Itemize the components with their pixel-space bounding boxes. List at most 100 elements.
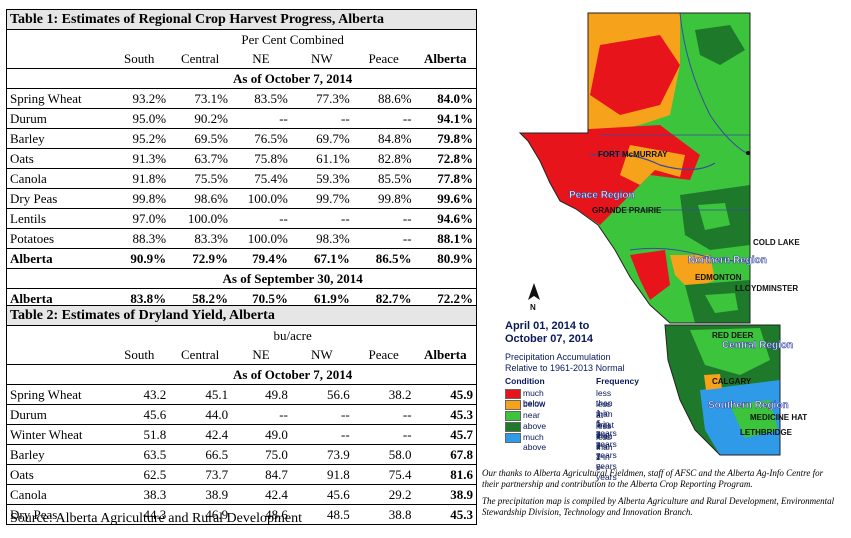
table-cell: 90.2%: [169, 108, 231, 129]
table-row: Durum 95.0% 90.2% -- -- -- 94.1%: [6, 108, 477, 129]
city-label: LETHBRIDGE: [740, 428, 793, 437]
period-header: As of October 7, 2014: [109, 68, 477, 89]
table-cell: 56.6: [326, 386, 350, 402]
table-cell: --: [290, 404, 353, 425]
row-label: Canola: [6, 484, 110, 505]
table-cell: 61.1%: [290, 148, 353, 169]
table-cell: --: [290, 208, 353, 229]
city-label: COLD LAKE: [753, 238, 800, 247]
col-header: South: [109, 345, 170, 365]
table-cell: --: [231, 108, 291, 129]
table-cell: 100.0%: [231, 188, 291, 209]
row-label: Alberta: [10, 290, 53, 306]
table-cell: 69.5%: [169, 128, 231, 149]
table-cell: 38.3: [109, 484, 170, 505]
table-cell: --: [231, 208, 291, 229]
table-cell: 75.4: [352, 464, 415, 485]
table-cell: 73.9: [290, 444, 353, 465]
table-row: Canola 38.3 38.9 42.4 45.6 29.2 38.9: [6, 484, 477, 505]
table-cell: 93.2%: [109, 88, 170, 109]
table-cell: --: [352, 208, 415, 229]
table1-title: Table 1: Estimates of Regional Crop Harv…: [6, 9, 477, 30]
table2-title: Table 2: Estimates of Dryland Yield, Alb…: [6, 305, 477, 326]
row-label: Durum: [6, 108, 110, 129]
col-header: Central: [169, 49, 231, 69]
legend-swatch: [505, 400, 521, 410]
row-label: Potatoes: [6, 228, 110, 249]
table-cell: 38.9: [414, 484, 477, 505]
col-header: Peace: [352, 49, 415, 69]
row-label: Winter Wheat: [6, 424, 110, 445]
table-cell: 38.2: [388, 386, 412, 402]
city-label: CALGARY: [712, 377, 752, 386]
table-cell: 79.8%: [414, 128, 477, 149]
table-row: Canola 91.8% 75.5% 75.4% 59.3% 85.5% 77.8%: [6, 168, 477, 189]
table-cell: 45.9: [450, 386, 473, 402]
col-header: Peace: [352, 345, 415, 365]
table-cell: 84.0%: [414, 88, 477, 109]
table-cell: 70.5%: [252, 290, 288, 306]
table-cell: 67.8: [414, 444, 477, 465]
table-cell: 45.6: [290, 484, 353, 505]
legend-head-frequency: Frequency: [596, 376, 639, 386]
city-marker: [746, 151, 750, 155]
legend-frequency: at least 1 in 3-years: [596, 410, 617, 460]
table-cell: 91.3%: [109, 148, 170, 169]
table-cell: 94.1%: [414, 108, 477, 129]
table-row: Oats 91.3% 63.7% 75.8% 61.1% 82.8% 72.8%: [6, 148, 477, 169]
col-header: Alberta: [414, 49, 477, 69]
legend-swatch: [505, 411, 521, 421]
credits-map-source: The precipitation map is compiled by Alb…: [482, 496, 835, 517]
table-cell: 100.0%: [169, 208, 231, 229]
table-row: Barley 95.2% 69.5% 76.5% 69.7% 84.8% 79.8%: [6, 128, 477, 149]
region-label-southern: Southern Region: [708, 400, 789, 411]
table-cell: 61.9%: [313, 290, 350, 306]
table-cell: 45.7: [414, 424, 477, 445]
table-cell: 75.5%: [169, 168, 231, 189]
row-label: Barley: [6, 128, 110, 149]
region-label-peace: Peace Region: [569, 190, 635, 201]
table-cell: 76.5%: [231, 128, 291, 149]
table-cell: 48.6: [231, 504, 291, 525]
table-cell: 84.8%: [352, 128, 415, 149]
table-cell: 83.3%: [169, 228, 231, 249]
row-label: Alberta: [6, 248, 110, 269]
row-label: Durum: [6, 404, 110, 425]
alberta-map-svg: Peace Region Northern Region FORT McMURR…: [518, 12, 800, 324]
table-cell: 86.5%: [352, 248, 415, 269]
table-cell: 58.0: [352, 444, 415, 465]
table-cell: 82.8%: [352, 148, 415, 169]
legend-frequency: less than 1 in 6-years: [596, 432, 617, 482]
credits-thanks: Our thanks to Alberta Agricultural Field…: [482, 468, 824, 489]
table-row: Barley 63.5 66.5 75.0 73.9 58.0 67.8: [6, 444, 477, 465]
table-cell: 77.3%: [290, 88, 353, 109]
table-cell: 45.1: [205, 386, 229, 402]
table-cell: 38.8: [352, 504, 415, 525]
legend-label: near: [523, 410, 541, 420]
table-cell: 98.6%: [169, 188, 231, 209]
table-cell: 80.9%: [414, 248, 477, 269]
table-cell: 44.3: [109, 504, 170, 525]
row-label: Canola: [6, 168, 110, 189]
table-cell: 88.1%: [414, 228, 477, 249]
table-row: Spring Wheat 93.2% 73.1% 83.5% 77.3% 88.6% 84.…: [6, 88, 477, 109]
row-label: Dry Peas: [6, 504, 110, 525]
table-cell: 63.5: [109, 444, 170, 465]
period-header: As of October 7, 2014: [109, 364, 477, 385]
col-header: South: [109, 49, 170, 69]
table-cell: 75.0: [231, 444, 291, 465]
table-cell: 82.7%: [375, 290, 412, 306]
col-header: Alberta: [414, 345, 477, 365]
compass-icon: N: [528, 283, 540, 312]
table-cell: 85.5%: [352, 168, 415, 189]
legend-label: above: [523, 421, 547, 431]
table-cell: 98.3%: [290, 228, 353, 249]
col-header: Central: [169, 345, 232, 365]
table-cell: 99.7%: [290, 188, 353, 209]
legend-frequency: less than 1 in 6-years: [596, 388, 617, 438]
table-cell: 73.1%: [169, 88, 231, 109]
table-cell: 75.4%: [231, 168, 291, 189]
table-cell: 88.3%: [109, 228, 170, 249]
region-label-northern: Northern Region: [688, 255, 767, 266]
table-cell: 59.3%: [290, 168, 353, 189]
